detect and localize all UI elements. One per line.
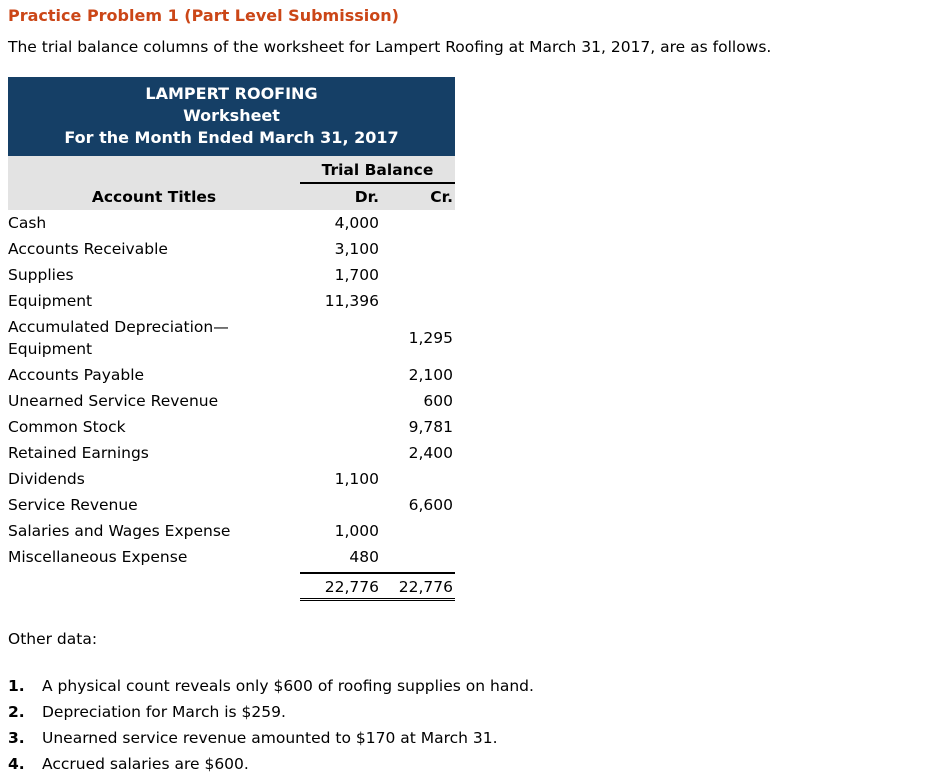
cr-cell: 6,600 bbox=[408, 496, 453, 514]
dr-cell: 1,000 bbox=[334, 522, 379, 540]
list-item-number: 2. bbox=[8, 703, 25, 721]
account-title-cell: Service Revenue bbox=[8, 496, 138, 514]
cr-cell: 1,295 bbox=[408, 329, 453, 347]
cr-cell: 600 bbox=[423, 392, 453, 410]
page-title: Practice Problem 1 (Part Level Submissio… bbox=[8, 6, 399, 25]
dr-cell: 4,000 bbox=[334, 214, 379, 232]
table-row: Miscellaneous Expense 480 bbox=[8, 544, 455, 570]
account-title-cell: Common Stock bbox=[8, 418, 126, 436]
table-row: Equipment 11,396 bbox=[8, 288, 455, 314]
dr-cell: 480 bbox=[349, 548, 379, 566]
total-dr-cell: 22,776 bbox=[300, 572, 381, 601]
account-title-cell: Supplies bbox=[8, 266, 74, 284]
list-item-number: 3. bbox=[8, 729, 25, 747]
list-item-text: Accrued salaries are $600. bbox=[42, 755, 249, 773]
list-item: 2. Depreciation for March is $259. bbox=[8, 699, 926, 725]
account-title-cell: Dividends bbox=[8, 470, 85, 488]
table-row: Accumulated Depreciation—Equipment 1,295 bbox=[8, 314, 455, 362]
table-row: Cash 4,000 bbox=[8, 210, 455, 236]
trial-balance-heading: Trial Balance bbox=[300, 156, 455, 184]
table-row: Supplies 1,700 bbox=[8, 262, 455, 288]
cr-cell: 9,781 bbox=[408, 418, 453, 436]
account-title-cell: Accounts Payable bbox=[8, 366, 145, 384]
list-item-number: 4. bbox=[8, 755, 25, 773]
account-titles-header: Account Titles bbox=[91, 188, 217, 206]
dr-cell: 1,700 bbox=[334, 266, 379, 284]
trial-balance-worksheet: LAMPERT ROOFING Worksheet For the Month … bbox=[8, 77, 455, 601]
other-data-heading: Other data: bbox=[8, 630, 98, 648]
cr-cell: 2,100 bbox=[408, 366, 453, 384]
list-item-text: Depreciation for March is $259. bbox=[42, 703, 286, 721]
total-cr-value: 22,776 bbox=[381, 577, 455, 601]
cr-cell: 2,400 bbox=[408, 444, 453, 462]
column-header-band: Trial Balance Account Titles Dr. Cr. bbox=[8, 156, 455, 210]
dr-cell: 11,396 bbox=[324, 292, 379, 310]
company-name: LAMPERT ROOFING bbox=[145, 84, 318, 103]
totals-row: 22,776 22,776 bbox=[8, 572, 455, 601]
dr-cell: 1,100 bbox=[334, 470, 379, 488]
worksheet-header: LAMPERT ROOFING Worksheet For the Month … bbox=[8, 77, 455, 156]
dr-column-header: Dr. bbox=[354, 188, 379, 206]
list-item: 3. Unearned service revenue amounted to $… bbox=[8, 725, 926, 751]
other-data-section: Other data: 1. A physical count reveals o… bbox=[8, 630, 926, 777]
list-item-text: A physical count reveals only $600 of ro… bbox=[42, 677, 534, 695]
list-item-number: 1. bbox=[8, 677, 25, 695]
account-title-cell: Accumulated Depreciation—Equipment bbox=[8, 318, 229, 358]
table-row: Dividends 1,100 bbox=[8, 466, 455, 492]
list-item: 4. Accrued salaries are $600. bbox=[8, 751, 926, 777]
list-item-text: Unearned service revenue amounted to $17… bbox=[42, 729, 498, 747]
account-title-cell: Unearned Service Revenue bbox=[8, 392, 219, 410]
account-title-cell: Accounts Receivable bbox=[8, 240, 168, 258]
table-row: Unearned Service Revenue 600 bbox=[8, 388, 455, 414]
table-row: Salaries and Wages Expense 1,000 bbox=[8, 518, 455, 544]
table-row: Accounts Payable 2,100 bbox=[8, 362, 455, 388]
trial-balance-rows: Cash 4,000 Accounts Receivable 3,100 Supplie… bbox=[8, 210, 455, 570]
worksheet-period: For the Month Ended March 31, 2017 bbox=[64, 128, 399, 147]
cr-column-header: Cr. bbox=[430, 188, 453, 206]
account-title-cell: Equipment bbox=[8, 292, 93, 310]
table-row: Accounts Receivable 3,100 bbox=[8, 236, 455, 262]
intro-text: The trial balance columns of the workshe… bbox=[8, 38, 772, 56]
table-row: Common Stock 9,781 bbox=[8, 414, 455, 440]
account-title-cell: Salaries and Wages Expense bbox=[8, 522, 231, 540]
column-labels-row: Account Titles Dr. Cr. bbox=[8, 184, 455, 210]
dr-cell: 3,100 bbox=[334, 240, 379, 258]
list-item: 1. A physical count reveals only $600 of … bbox=[8, 673, 926, 699]
table-row: Service Revenue 6,600 bbox=[8, 492, 455, 518]
account-title-cell: Retained Earnings bbox=[8, 444, 149, 462]
total-dr-value: 22,776 bbox=[300, 577, 381, 601]
trial-balance-heading-row: Trial Balance bbox=[8, 156, 455, 184]
other-data-list: 1. A physical count reveals only $600 of … bbox=[8, 673, 926, 777]
total-cr-cell: 22,776 bbox=[381, 572, 455, 601]
table-row: Retained Earnings 2,400 bbox=[8, 440, 455, 466]
worksheet-doc-type: Worksheet bbox=[183, 106, 280, 125]
account-title-cell: Miscellaneous Expense bbox=[8, 548, 188, 566]
account-title-cell: Cash bbox=[8, 214, 47, 232]
